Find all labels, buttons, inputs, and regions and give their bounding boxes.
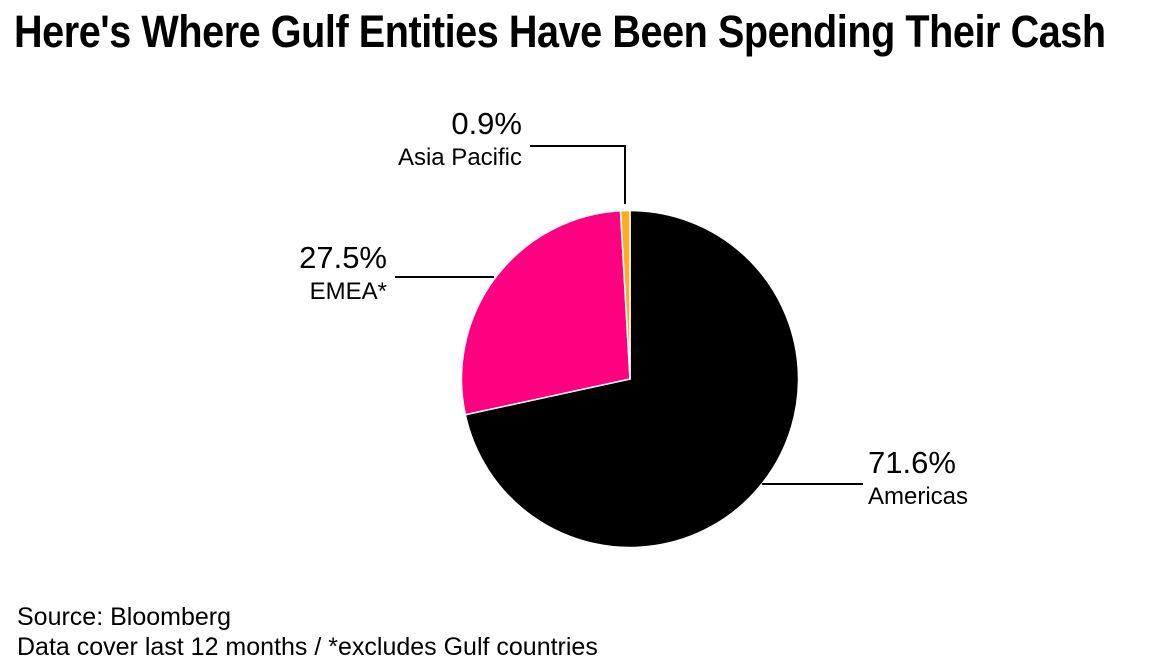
callout-americas: 71.6% Americas (868, 445, 969, 511)
americas-name-label: Americas (868, 483, 969, 510)
callout-emea: 27.5% EMEA* (299, 240, 387, 306)
chart-title: Here's Where Gulf Entities Have Been Spe… (14, 6, 1106, 57)
emea-percent-label: 27.5% (299, 240, 387, 275)
leader-line-asia-pacific (530, 145, 626, 204)
americas-percent-label: 71.6% (868, 445, 956, 480)
chart-footer: Source: Bloomberg Data cover last 12 mon… (17, 602, 598, 662)
asia-pacific-percent-label: 0.9% (451, 106, 522, 141)
pie-slices-group (460, 209, 800, 549)
emea-name-label: EMEA* (309, 278, 387, 305)
source-line: Source: Bloomberg (17, 603, 232, 631)
callout-asia-pacific: 0.9% Asia Pacific (397, 106, 522, 172)
pie-slice-emea (460, 210, 631, 416)
pie-slice-asia-pacific (619, 209, 631, 380)
pie-slice-americas (464, 209, 800, 549)
asia-pacific-name-label: Asia Pacific (397, 144, 522, 171)
note-line: Data cover last 12 months / *excludes Gu… (17, 633, 598, 661)
